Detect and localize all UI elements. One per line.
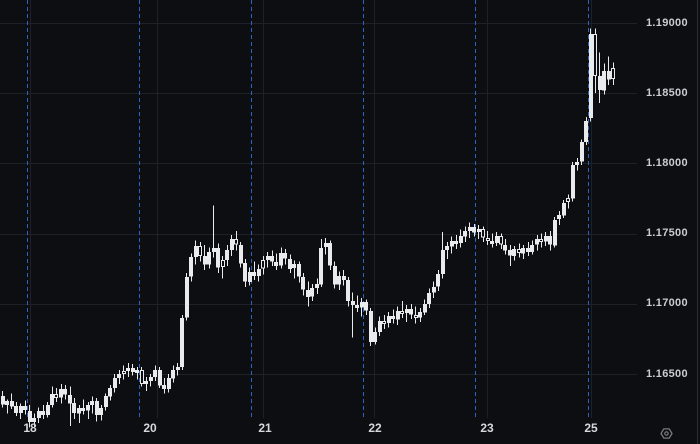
- gear-icon[interactable]: [659, 426, 674, 441]
- pane-border: [697, 0, 698, 444]
- time-axis-label: 22: [368, 421, 382, 435]
- price-axis-label: 1.17000: [646, 297, 688, 310]
- time-axis-label: 23: [480, 421, 494, 435]
- time-axis-label: 20: [143, 421, 157, 435]
- time-axis-label: 18: [23, 421, 37, 435]
- time-axis-label: 21: [258, 421, 272, 435]
- price-axis[interactable]: 1.19000 1.18500 1.18000 1.17500 1.17000 …: [638, 0, 700, 420]
- price-axis-label: 1.18000: [646, 156, 688, 169]
- price-axis-label: 1.17500: [646, 227, 688, 240]
- time-axis[interactable]: 18 20 21 22 23 25: [0, 418, 700, 444]
- price-axis-label: 1.16500: [646, 367, 688, 380]
- time-axis-label: 25: [584, 421, 598, 435]
- price-axis-label: 1.18500: [646, 86, 688, 99]
- price-axis-label: 1.19000: [646, 16, 688, 29]
